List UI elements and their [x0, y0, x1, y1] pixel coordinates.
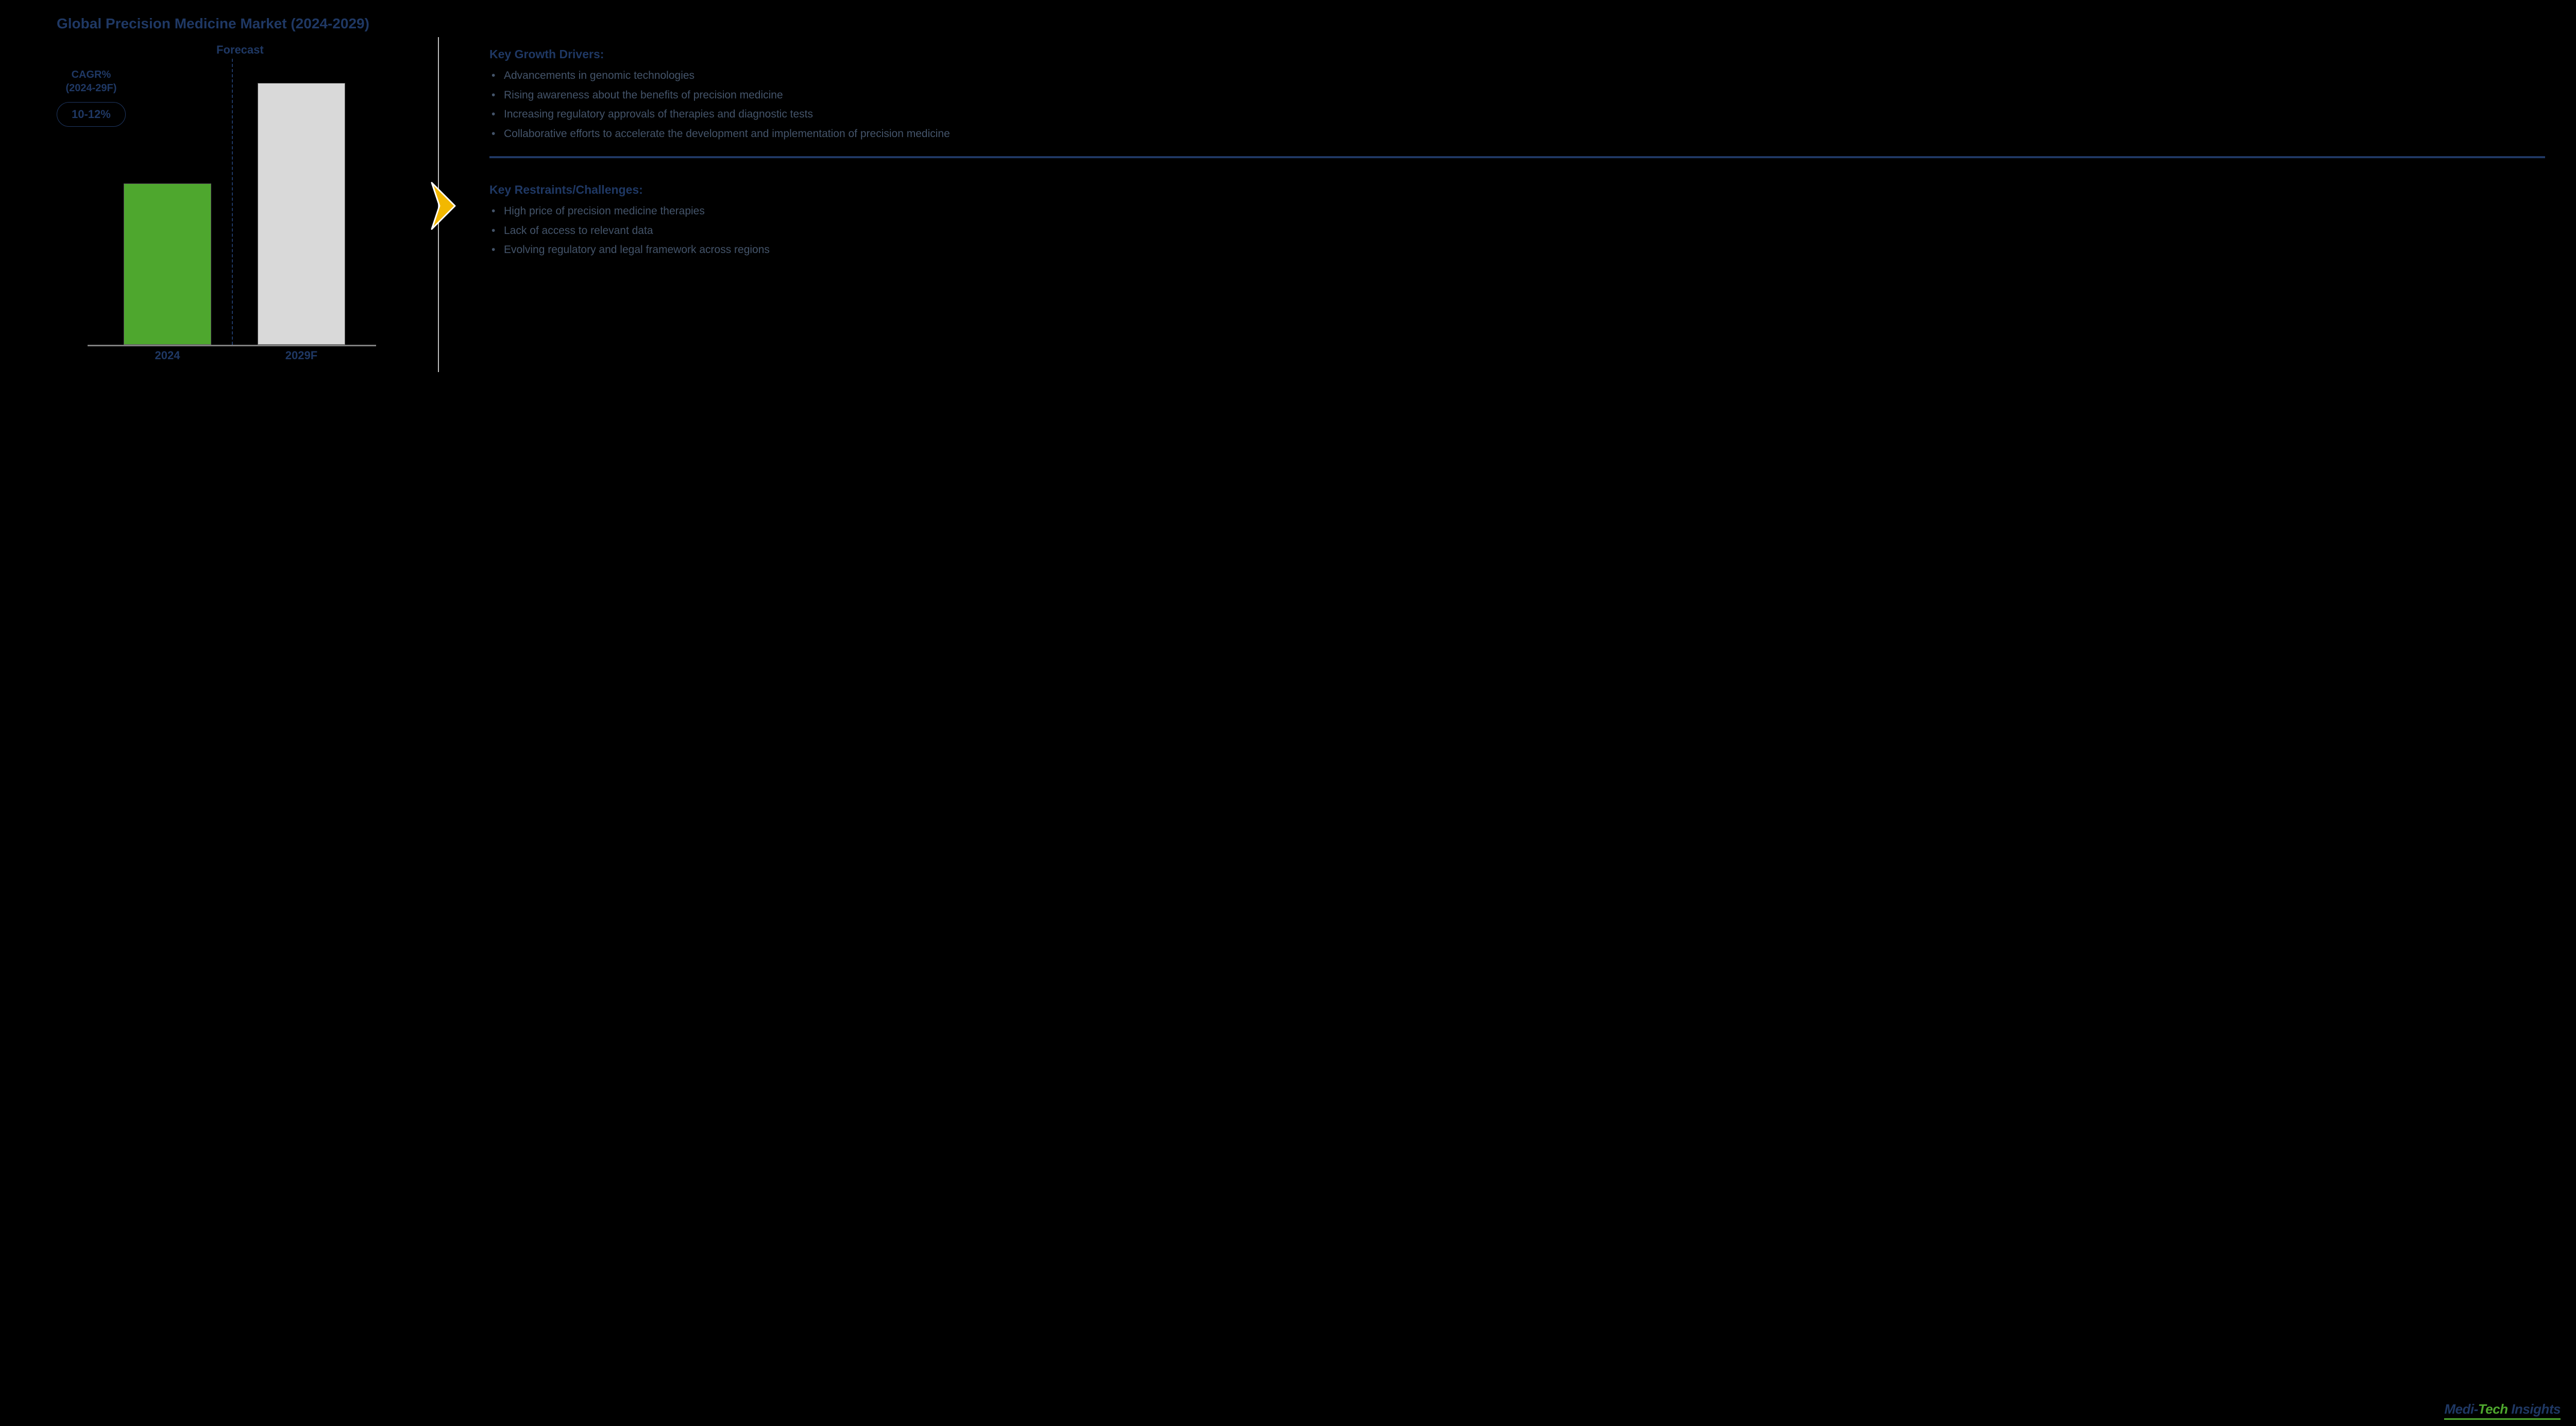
drivers-list: Advancements in genomic technologies Risi… [489, 68, 2545, 142]
logo-part2: Tech [2478, 1401, 2508, 1417]
restraints-list: High price of precision medicine therapi… [489, 203, 2545, 258]
bar-2024: 2024 [124, 183, 211, 345]
bar-2024-rect [124, 183, 211, 345]
list-item: Increasing regulatory approvals of thera… [492, 106, 2545, 123]
section-divider [489, 156, 2545, 158]
arrow-icon [427, 180, 463, 234]
forecast-label: Forecast [216, 43, 264, 57]
logo: Medi-Tech Insights [2444, 1401, 2561, 1420]
restraints-title: Key Restraints/Challenges: [489, 183, 2545, 197]
logo-part1: Medi- [2444, 1401, 2478, 1417]
main-layout: CAGR% (2024-29F) 10-12% Forecast 2024 20… [26, 47, 2550, 367]
forecast-divider [232, 59, 233, 345]
right-panel: Key Growth Drivers: Advancements in geno… [469, 47, 2550, 367]
bar-chart: 2024 2029F [88, 68, 376, 346]
chart-area: CAGR% (2024-29F) 10-12% Forecast 2024 20… [26, 47, 407, 367]
bar-2029: 2029F [258, 83, 345, 345]
list-item: Evolving regulatory and legal framework … [492, 242, 2545, 258]
bar-2029-rect [258, 83, 345, 345]
list-item: Advancements in genomic technologies [492, 68, 2545, 84]
list-item: Rising awareness about the benefits of p… [492, 87, 2545, 104]
center-separator [407, 47, 469, 367]
drivers-title: Key Growth Drivers: [489, 47, 2545, 61]
list-item: Collaborative efforts to accelerate the … [492, 126, 2545, 142]
logo-underline [2444, 1418, 2561, 1420]
list-item: High price of precision medicine therapi… [492, 203, 2545, 220]
list-item: Lack of access to relevant data [492, 223, 2545, 239]
x-axis [88, 345, 376, 346]
bar-2029-label: 2029F [258, 349, 345, 362]
bar-2024-label: 2024 [124, 349, 211, 362]
logo-part3: Insights [2508, 1401, 2561, 1417]
page-title: Global Precision Medicine Market (2024-2… [57, 15, 2550, 32]
